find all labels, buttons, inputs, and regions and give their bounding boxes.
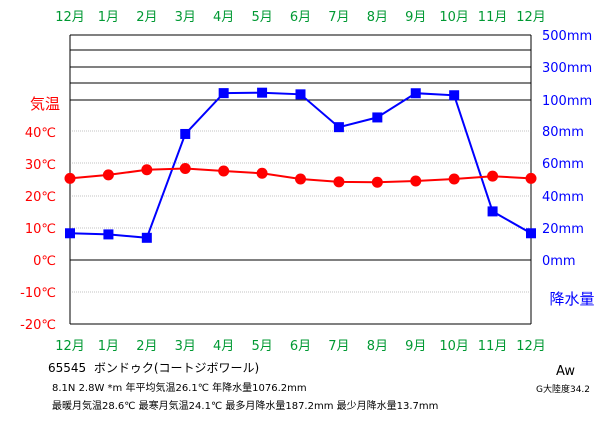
top-month-label: 8月	[367, 10, 388, 25]
bottom-month-label: 2月	[136, 339, 157, 354]
precipitation-point	[333, 122, 344, 133]
top-month-label: 7月	[328, 10, 349, 25]
temperature-tick-label: -20℃	[20, 318, 56, 333]
precipitation-point	[180, 128, 191, 139]
temperature-point	[141, 164, 153, 176]
bottom-month-labels: 12月 1月 2月 3月 4月 5月 6月 7月 8月 9月 10月 11月 12月	[55, 339, 546, 354]
chart-grid	[69, 34, 532, 325]
top-month-label: 3月	[175, 10, 196, 25]
temperature-point	[102, 169, 114, 181]
top-month-label: 10月	[439, 10, 469, 25]
precipitation-tick-label: 0mm	[542, 254, 576, 269]
bottom-month-label: 12月	[55, 339, 85, 354]
top-month-label: 2月	[136, 10, 157, 25]
precipitation-point	[372, 112, 383, 123]
precipitation-point	[257, 87, 268, 98]
temperature-point	[448, 173, 460, 185]
top-month-label: 12月	[55, 10, 85, 25]
temperature-point	[487, 170, 499, 182]
precipitation-point	[103, 229, 114, 240]
bottom-month-label: 4月	[213, 339, 234, 354]
temperature-point	[218, 165, 230, 177]
precipitation-tick-label: 40mm	[542, 190, 584, 205]
top-month-labels: 12月 1月 2月 3月 4月 5月 6月 7月 8月 9月 10月 11月 12月	[55, 10, 546, 25]
precipitation-point	[141, 232, 152, 243]
temperature-tick-label: -10℃	[20, 286, 56, 301]
temperature-tick-label: 20℃	[25, 190, 56, 205]
temperature-point	[333, 176, 345, 188]
temperature-point	[371, 176, 383, 188]
precipitation-tick-label: 300mm	[542, 61, 592, 76]
top-month-label: 6月	[290, 10, 311, 25]
bottom-month-label: 1月	[98, 339, 119, 354]
precipitation-tick-label: 20mm	[542, 222, 584, 237]
precipitation-tick-label: 500mm	[542, 29, 592, 44]
top-month-label: 11月	[478, 10, 508, 25]
temperature-point	[64, 172, 76, 184]
precipitation-tick-label: 80mm	[542, 125, 584, 140]
temperature-tick-label: 30℃	[25, 158, 56, 173]
precipitation-point	[295, 89, 306, 100]
top-month-label: 9月	[405, 10, 426, 25]
precipitation-tick-label: 100mm	[542, 94, 592, 109]
bottom-month-label: 9月	[405, 339, 426, 354]
precipitation-point	[487, 206, 498, 217]
precipitation-axis-title: 降水量	[549, 290, 594, 308]
precipitation-point	[218, 88, 229, 99]
bottom-month-label: 10月	[439, 339, 469, 354]
temperature-point	[256, 167, 268, 179]
precipitation-point	[449, 90, 460, 101]
precipitation-line	[69, 91, 532, 239]
temperature-point	[295, 173, 306, 185]
continentality-index: G大陸度34.2	[536, 385, 591, 395]
temperature-tick-label: 10℃	[25, 222, 56, 237]
precipitation-point	[65, 228, 75, 239]
station-extremes-line: 最暖月気温28.6℃ 最寒月気温24.1℃ 最多月降水量187.2mm 最少月降…	[52, 401, 439, 412]
top-month-label: 1月	[98, 10, 119, 25]
top-month-label: 4月	[213, 10, 234, 25]
precipitation-tick-labels: 500mm 300mm 100mm 80mm 60mm 40mm 20mm 0mm	[542, 29, 592, 269]
bottom-month-label: 7月	[328, 339, 349, 354]
temperature-tick-labels: 40℃ 30℃ 20℃ 10℃ 0℃ -10℃ -20℃	[20, 126, 56, 333]
precipitation-point	[526, 228, 536, 239]
station-name: ボンドゥク(コートジボワール)	[93, 361, 260, 375]
precipitation-tick-label: 60mm	[542, 157, 584, 172]
climate-classification: Aw	[556, 364, 575, 379]
temperature-point	[410, 175, 422, 187]
temperature-tick-label: 0℃	[33, 254, 56, 269]
station-title: 65545 ボンドゥク(コートジボワール)	[48, 362, 259, 374]
station-id: 65545	[48, 361, 87, 375]
temperature-point	[179, 162, 191, 174]
precipitation-point	[410, 88, 421, 99]
series-layer	[64, 87, 537, 243]
bottom-month-label: 3月	[175, 339, 196, 354]
temperature-tick-label: 40℃	[25, 126, 56, 141]
top-month-label: 12月	[516, 10, 546, 25]
temperature-point	[525, 172, 537, 184]
bottom-month-label: 6月	[290, 339, 311, 354]
station-summary-line: 8.1N 2.8W *m 年平均気温26.1℃ 年降水量1076.2mm	[52, 383, 307, 394]
bottom-month-label: 8月	[367, 339, 388, 354]
top-month-label: 5月	[251, 10, 272, 25]
bottom-month-label: 12月	[516, 339, 546, 354]
bottom-month-label: 5月	[251, 339, 272, 354]
bottom-month-label: 11月	[478, 339, 508, 354]
temperature-axis-title: 気温	[30, 95, 60, 113]
